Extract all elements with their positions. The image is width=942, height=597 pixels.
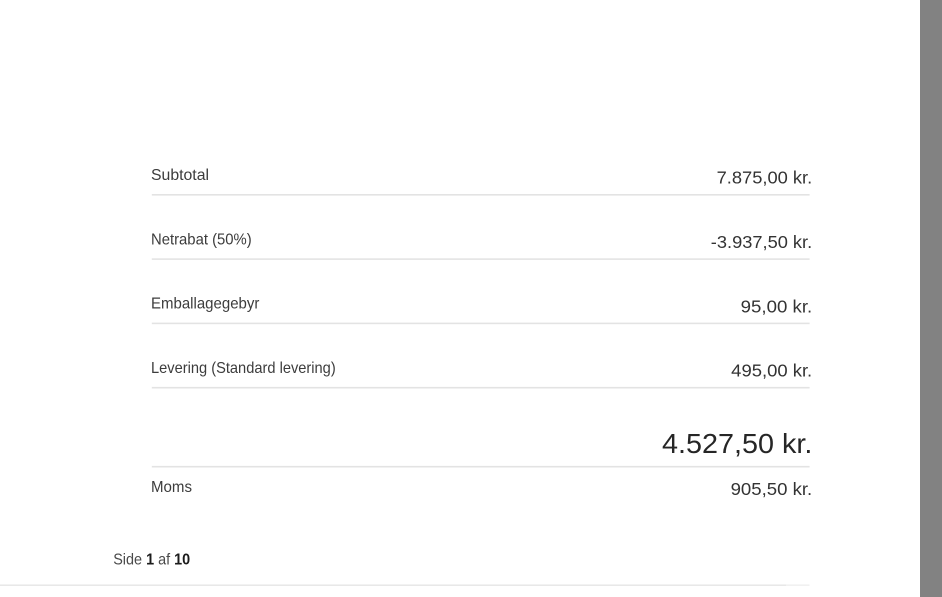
svg-text:-3.937,50 kr.: -3.937,50 kr. <box>711 232 812 252</box>
svg-text:Moms: Moms <box>151 479 192 496</box>
svg-text:Netrabat (50%): Netrabat (50%) <box>151 231 252 248</box>
svg-text:4.527,50 kr.: 4.527,50 kr. <box>662 428 812 459</box>
svg-text:Side 1 af 10: Side 1 af 10 <box>113 551 190 568</box>
svg-text:7.875,00 kr.: 7.875,00 kr. <box>717 168 813 188</box>
svg-text:495,00 kr.: 495,00 kr. <box>731 361 812 381</box>
svg-text:Subtotal: Subtotal <box>151 167 209 184</box>
svg-text:Levering (Standard levering): Levering (Standard levering) <box>151 360 336 377</box>
svg-text:905,50 kr.: 905,50 kr. <box>731 479 813 499</box>
svg-text:95,00 kr.: 95,00 kr. <box>741 296 813 316</box>
svg-text:Emballagegebyr: Emballagegebyr <box>151 296 259 313</box>
